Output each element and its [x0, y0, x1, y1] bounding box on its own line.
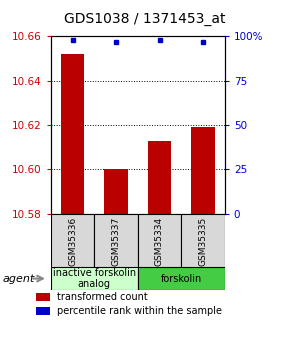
Text: GSM35336: GSM35336 [68, 217, 77, 266]
Text: percentile rank within the sample: percentile rank within the sample [57, 306, 222, 316]
Bar [36, 307, 50, 315]
FancyBboxPatch shape [138, 214, 181, 267]
Text: forskolin: forskolin [161, 274, 202, 284]
FancyBboxPatch shape [94, 214, 138, 267]
FancyBboxPatch shape [51, 214, 94, 267]
Text: transformed count: transformed count [57, 292, 147, 302]
Text: GSM35334: GSM35334 [155, 217, 164, 266]
Text: GSM35335: GSM35335 [198, 217, 208, 266]
Bar [104, 169, 128, 214]
Text: inactive forskolin
analog: inactive forskolin analog [53, 268, 136, 289]
FancyBboxPatch shape [51, 267, 138, 290]
Text: GSM35337: GSM35337 [111, 217, 121, 266]
FancyBboxPatch shape [138, 267, 225, 290]
Bar [148, 141, 171, 214]
Bar [61, 54, 84, 214]
Text: GDS1038 / 1371453_at: GDS1038 / 1371453_at [64, 12, 226, 26]
Bar [191, 127, 215, 214]
FancyBboxPatch shape [181, 214, 225, 267]
Bar [36, 293, 50, 300]
Text: agent: agent [3, 274, 35, 284]
